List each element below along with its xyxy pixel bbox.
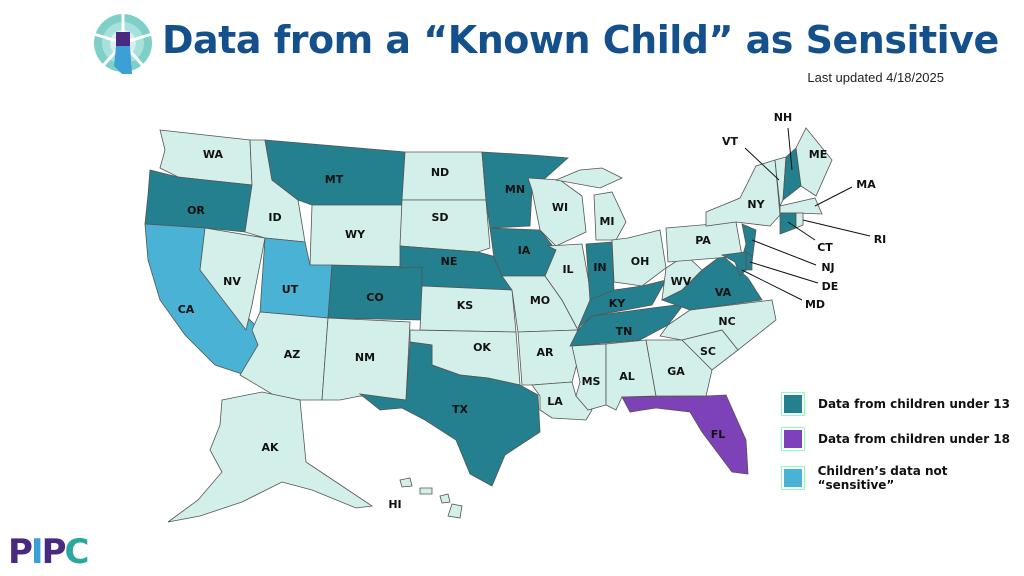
state-label-mt: MT <box>325 173 344 186</box>
state-nm <box>321 317 411 401</box>
leader-line-vt <box>744 147 780 181</box>
leader-line-ct <box>787 221 816 241</box>
state-label-il: IL <box>562 263 573 276</box>
state-label-me: ME <box>809 148 827 161</box>
state-label-nd: ND <box>431 166 449 179</box>
state-label-id: ID <box>268 211 281 224</box>
state-label-nh: NH <box>774 111 792 124</box>
state-ky <box>577 279 667 329</box>
state-label-mn: MN <box>505 183 525 196</box>
state-label-va: VA <box>715 286 732 299</box>
state-label-sd: SD <box>431 211 448 224</box>
state-sd <box>399 199 491 253</box>
legend-label: Data from children under 13 <box>818 397 1010 411</box>
leader-line-md <box>741 269 803 301</box>
state-label-wv: WV <box>671 275 692 288</box>
state-label-ia: IA <box>518 244 531 257</box>
state-fl <box>621 394 749 475</box>
state-label-ne: NE <box>441 255 458 268</box>
state-label-ca: CA <box>178 303 195 316</box>
state-hi <box>439 493 451 504</box>
page-title: Data from a “Known Child” as Sensitive <box>162 18 999 62</box>
state-label-in: IN <box>593 261 606 274</box>
state-mn <box>481 151 569 229</box>
state-label-nv: NV <box>223 275 241 288</box>
legend-item-under13: Data from children under 13 <box>781 392 1010 416</box>
last-updated: Last updated 4/18/2025 <box>807 70 944 85</box>
state-label-vt: VT <box>722 135 739 148</box>
legend-swatch <box>781 466 805 490</box>
state-label-tx: TX <box>452 403 469 416</box>
state-label-pa: PA <box>695 234 711 247</box>
state-label-ar: AR <box>537 346 555 359</box>
state-label-ak: AK <box>261 441 279 454</box>
leader-line-nh <box>787 127 793 171</box>
state-label-mo: MO <box>530 294 550 307</box>
state-label-ct: CT <box>817 241 833 254</box>
state-label-nj: NJ <box>821 261 834 274</box>
legend-swatch <box>781 427 805 451</box>
state-md <box>720 251 747 277</box>
state-la <box>531 381 593 421</box>
legend-label: Data from children under 18 <box>818 432 1010 446</box>
state-label-ky: KY <box>609 297 627 310</box>
legend-item-not-sensitive: Children’s data not “sensitive” <box>781 464 1024 492</box>
state-label-sc: SC <box>700 345 716 358</box>
state-label-ma: MA <box>856 178 876 191</box>
state-label-ny: NY <box>747 198 765 211</box>
state-tx <box>358 341 541 487</box>
state-label-or: OR <box>187 204 205 217</box>
state-ak <box>167 391 374 523</box>
state-label-md: MD <box>805 298 825 311</box>
state-tn <box>569 303 685 347</box>
state-label-nm: NM <box>355 351 375 364</box>
state-label-wi: WI <box>552 201 568 214</box>
state-label-co: CO <box>366 291 383 304</box>
state-me <box>795 127 833 197</box>
state-hi <box>399 477 413 488</box>
state-ri <box>795 212 804 229</box>
state-label-ut: UT <box>282 283 299 296</box>
state-mi <box>554 167 623 189</box>
state-label-de: DE <box>822 280 839 293</box>
state-nv <box>199 227 266 331</box>
state-label-la: LA <box>547 395 563 408</box>
state-label-ga: GA <box>667 365 685 378</box>
state-label-mi: MI <box>599 215 614 228</box>
state-hi <box>419 487 433 495</box>
state-mi <box>593 191 627 241</box>
legend-item-under18: Data from children under 18 <box>781 427 1010 451</box>
state-label-az: AZ <box>284 348 301 361</box>
state-label-fl: FL <box>711 428 726 441</box>
state-wi <box>527 177 587 247</box>
state-hi <box>447 503 463 519</box>
state-label-ok: OK <box>473 341 491 354</box>
legend-label: Children’s data not “sensitive” <box>817 464 948 492</box>
state-label-hi: HI <box>388 498 401 511</box>
lighthouse-logo <box>93 13 153 74</box>
leader-line-ma <box>814 186 853 207</box>
legend-swatch <box>781 392 805 416</box>
state-nc <box>659 299 777 351</box>
state-label-wa: WA <box>203 148 224 161</box>
state-il <box>544 243 593 331</box>
state-label-al: AL <box>619 370 635 383</box>
leader-line-ri <box>802 219 871 237</box>
leader-line-de <box>749 261 819 284</box>
state-label-ks: KS <box>457 299 474 312</box>
state-label-ri: RI <box>874 233 887 246</box>
leader-line-nj <box>751 239 817 266</box>
state-ma <box>779 197 823 215</box>
state-ct <box>779 212 797 235</box>
state-label-tn: TN <box>616 325 633 338</box>
state-label-wy: WY <box>345 228 366 241</box>
pipc-logo: PIPC <box>8 532 89 572</box>
state-label-ms: MS <box>582 375 601 388</box>
state-label-nc: NC <box>718 315 735 328</box>
state-label-oh: OH <box>631 255 650 268</box>
